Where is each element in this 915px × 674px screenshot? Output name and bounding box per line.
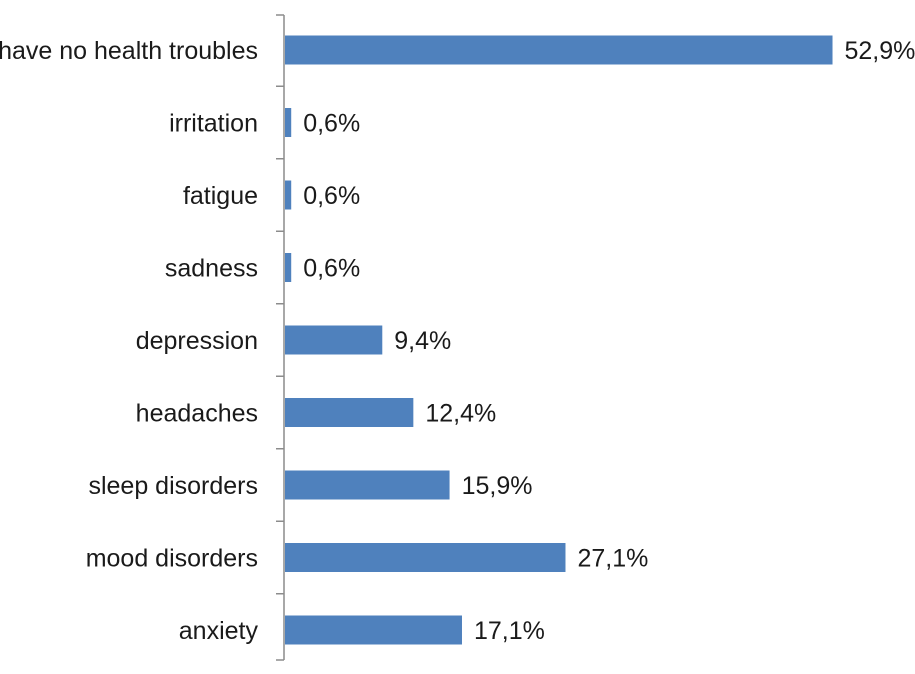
category-labels: I have no health troubles irritation fatig… [0, 37, 258, 645]
category-label: fatigue [183, 182, 258, 210]
bar [285, 615, 462, 645]
bars-group [285, 35, 833, 645]
value-label: 17,1% [474, 617, 545, 645]
bar [285, 253, 292, 282]
value-label: 12,4% [425, 400, 496, 428]
category-label: irritation [169, 110, 258, 138]
category-label: headaches [136, 400, 258, 428]
category-label: mood disorders [86, 545, 258, 573]
axis-group [276, 14, 285, 661]
value-label: 9,4% [394, 327, 451, 355]
bar [285, 180, 292, 210]
bar [285, 108, 292, 137]
value-label: 0,6% [303, 110, 360, 138]
category-label: I have no health troubles [0, 37, 258, 65]
bar [285, 398, 414, 427]
value-label: 52,9% [845, 37, 915, 65]
value-label: 15,9% [462, 472, 533, 500]
bar [285, 325, 383, 355]
bar [285, 470, 450, 500]
value-labels: 52,9% 0,6% 0,6% 0,6% 9,4% 12,4% 15,9% 27,1% 17,1… [303, 37, 915, 645]
category-label: anxiety [179, 617, 259, 645]
value-label: 27,1% [577, 545, 648, 573]
value-label: 0,6% [303, 182, 360, 210]
category-label: sleep disorders [88, 472, 258, 500]
value-label: 0,6% [303, 255, 360, 283]
bar [285, 543, 566, 572]
category-label: depression [136, 327, 258, 355]
bar [285, 35, 833, 65]
category-label: sadness [165, 255, 258, 283]
